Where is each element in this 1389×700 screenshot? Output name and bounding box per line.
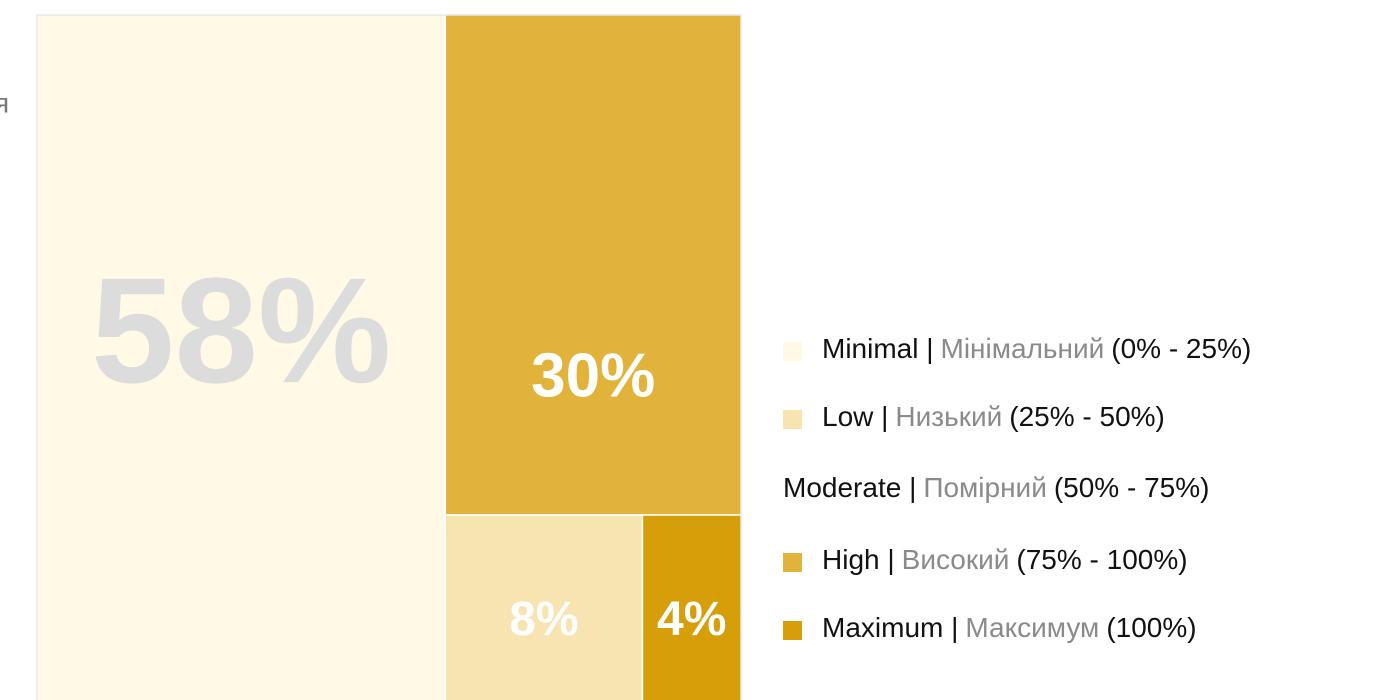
tile-label: 8% xyxy=(509,593,578,646)
tile xyxy=(444,514,644,700)
legend-swatch xyxy=(783,342,802,361)
tile-label: 4% xyxy=(657,593,726,646)
legend-name: High | xyxy=(822,544,895,575)
legend-local: Помірний xyxy=(923,472,1046,503)
tile-label: 30% xyxy=(531,341,655,410)
legend-label: Minimal | Мінімальний (0% - 25%) xyxy=(822,333,1251,364)
legend-range: (50% - 75%) xyxy=(1054,472,1210,503)
tile-label: 58% xyxy=(91,246,391,414)
legend-label: Moderate | Помірний (50% - 75%) xyxy=(783,472,1209,503)
frame xyxy=(36,14,742,700)
legend-range: (100%) xyxy=(1106,612,1196,643)
legend-local: Мінімальний xyxy=(941,333,1105,364)
legend-range: (75% - 100%) xyxy=(1016,544,1187,575)
treemap: 58% 30% 8% 4% xyxy=(36,14,742,700)
legend-swatch xyxy=(783,553,802,572)
legend-swatch xyxy=(783,410,802,429)
legend-label: Low | Низький (25% - 50%) xyxy=(822,401,1165,432)
tile xyxy=(641,514,742,700)
tile xyxy=(36,14,447,700)
legend-range: (25% - 50%) xyxy=(1009,401,1165,432)
legend: Minimal | Мінімальний (0% - 25%) Low | Низьк… xyxy=(783,333,1251,643)
legend-name: Moderate | xyxy=(783,472,916,503)
legend-name: Low | xyxy=(822,401,888,432)
legend-label: Maximum | Максимум (100%) xyxy=(822,612,1197,643)
legend-local: Високий xyxy=(902,544,1010,575)
tile xyxy=(444,14,742,516)
legend-name: Minimal | xyxy=(822,333,934,364)
legend-name: Maximum | xyxy=(822,612,958,643)
legend-local: Максимум xyxy=(965,612,1099,643)
annotation: я xyxy=(0,87,9,118)
legend-range: (0% - 25%) xyxy=(1111,333,1251,364)
legend-local: Низький xyxy=(895,401,1002,432)
legend-label: High | Високий (75% - 100%) xyxy=(822,544,1188,575)
legend-swatch xyxy=(783,621,802,640)
